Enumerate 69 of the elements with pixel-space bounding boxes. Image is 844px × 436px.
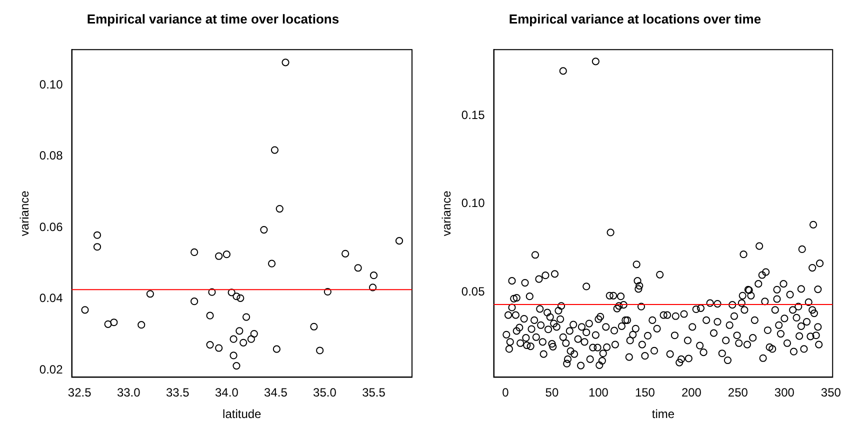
point [242,313,250,321]
y-axis-title: variance [440,190,454,236]
point [232,362,240,370]
point [236,327,244,335]
y-tick-label: 0.10 [39,78,64,92]
x-tick-label: 350 [820,386,842,400]
point [138,321,146,329]
y-tick-label: 0.06 [39,220,64,234]
point [395,237,404,245]
x-tick-label: 0 [502,386,510,400]
y-tick-label: 0.10 [461,196,486,210]
x-tick-label: 250 [728,386,748,400]
point [260,226,268,234]
point [222,250,230,258]
point [370,272,378,280]
point [190,298,198,306]
point [272,345,280,353]
x-tick-label: 32.5 [68,386,92,400]
x-tick-label: 34.0 [215,386,239,400]
x-tick-label: 33.0 [116,386,141,400]
x-tick-label: 34.5 [264,386,288,400]
point [206,312,214,320]
point [206,340,214,349]
x-tick-label: 50 [545,386,559,400]
point [93,231,102,239]
point [250,330,258,338]
point [208,288,216,296]
point [310,322,318,330]
point [232,292,240,300]
point [268,260,276,268]
x-axis-title: time [652,407,675,422]
y-tick-label: 0.04 [39,291,64,306]
x-tick-label: 100 [588,386,609,400]
x-axis-title: latitude [222,407,262,422]
point [228,288,236,296]
y-tick-label: 0.02 [39,362,64,376]
chart-title: Empirical variance at locations over time [508,11,762,26]
x-tick-label: 150 [634,386,656,400]
point [240,338,248,346]
point [104,320,112,328]
point [215,344,223,352]
point [342,250,350,258]
point [247,335,255,343]
point [368,284,377,292]
point [190,248,198,256]
point [81,306,89,314]
x-tick-label: 35.0 [313,386,337,400]
chart-title: Empirical variance at time over locations [86,11,340,26]
x-tick-label: 300 [774,386,795,400]
point [354,264,362,272]
point [230,335,238,343]
point [146,290,154,298]
x-tick-label: 35.5 [362,386,386,400]
y-tick-label: 0.08 [39,148,64,163]
y-tick-label: 0.05 [461,284,486,298]
point [110,318,118,326]
point [316,346,324,354]
point [93,243,102,251]
x-tick-label: 33.5 [166,386,190,400]
point [270,146,279,154]
point [324,288,332,296]
y-axis-title: variance [18,190,32,236]
point [276,204,284,213]
point [230,352,238,360]
y-tick-label: 0.15 [461,108,486,122]
point [215,252,223,260]
point [282,58,290,66]
point [236,294,244,302]
x-tick-label: 200 [681,386,702,400]
